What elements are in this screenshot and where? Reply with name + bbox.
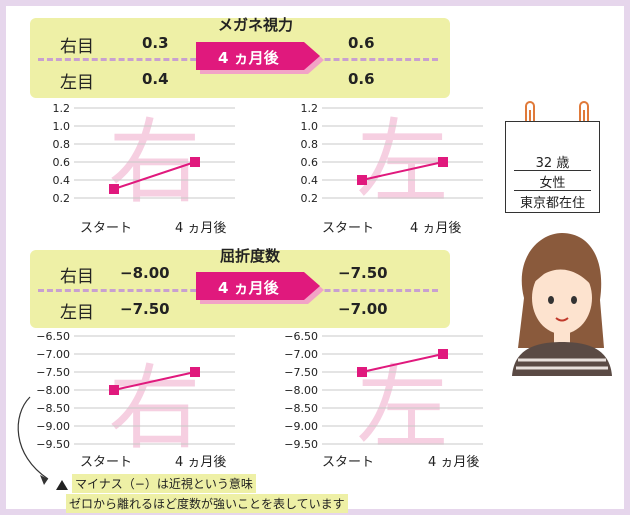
y-tick-label: −9.50 — [284, 438, 318, 451]
y-tick-label: 1.0 — [53, 120, 71, 133]
glasses-left-before: 0.4 — [142, 70, 169, 88]
y-tick-label: −6.50 — [36, 330, 70, 343]
y-tick-label: 0.2 — [53, 192, 71, 205]
chart-glasses-left-xlabel-end: 4 ヵ月後 — [410, 221, 462, 236]
chart-glasses-right-xlabel-end: 4 ヵ月後 — [175, 221, 227, 236]
note-line1: マイナス（−）は近視という意味 — [72, 474, 256, 493]
series-line — [113, 161, 196, 190]
y-tick-label: 0.8 — [301, 138, 319, 151]
glasses-right-before: 0.3 — [142, 34, 169, 52]
refraction-left-after: −7.00 — [338, 300, 388, 318]
triangle-icon — [56, 480, 68, 490]
y-tick-label: 0.6 — [53, 156, 71, 169]
profile-location: 東京都在住 — [519, 196, 585, 211]
data-point — [109, 385, 119, 395]
y-tick-label: −8.00 — [36, 384, 70, 397]
chart-refraction-left: 左 −6.50 −7.00 −7.50 −8.00 −8.50 −9.00 −9.50 — [284, 330, 483, 453]
y-tick-label: −7.50 — [36, 366, 70, 379]
y-tick-label: −7.00 — [36, 348, 70, 361]
glasses-left-after: 0.6 — [348, 70, 375, 88]
chart-glasses-left-xlabel-start: スタート — [322, 221, 375, 236]
refraction-left-before: −7.50 — [120, 300, 170, 318]
data-point — [438, 349, 448, 359]
watermark-char: 左 — [356, 355, 448, 453]
y-tick-label: 0.4 — [53, 174, 71, 187]
y-tick-label: 0.4 — [301, 174, 319, 187]
y-tick-label: −9.50 — [36, 438, 70, 451]
refraction-right-before: −8.00 — [120, 264, 170, 282]
glasses-arrow — [196, 42, 324, 74]
profile-sex: 女性 — [539, 176, 566, 191]
data-point — [190, 367, 200, 377]
series-line — [361, 161, 444, 181]
data-point — [109, 184, 119, 194]
data-point — [357, 175, 367, 185]
y-tick-label: 0.6 — [301, 156, 319, 169]
data-point — [357, 367, 367, 377]
chart-refraction-right-xlabel-end: 4 ヵ月後 — [175, 455, 227, 470]
refraction-arrow — [196, 272, 324, 304]
series-line — [361, 353, 444, 373]
y-tick-label: −7.50 — [284, 366, 318, 379]
profile-age: 32 歳 — [535, 156, 570, 171]
note-line2: ゼロから離れるほど度数が強いことを表しています — [66, 494, 348, 513]
y-tick-label: 0.8 — [53, 138, 71, 151]
chart-refraction-left-xlabel-start: スタート — [322, 455, 375, 470]
note-arrow — [17, 396, 49, 485]
chart-glasses-right-xlabel-start: スタート — [80, 221, 133, 236]
y-tick-label: 1.0 — [301, 120, 319, 133]
profile-card: 32 歳 女性 東京都在住 — [505, 121, 600, 213]
series-line — [113, 371, 196, 391]
y-tick-label: 1.2 — [53, 102, 71, 115]
watermark-char: 右 — [108, 355, 200, 453]
y-tick-label: −9.00 — [36, 420, 70, 433]
chart-glasses-left: 左1.21.00.80.60.40.2 — [301, 102, 483, 216]
y-tick-label: 0.2 — [301, 192, 319, 205]
y-tick-label: −9.00 — [284, 420, 318, 433]
chart-glasses-right: 右1.21.00.80.60.40.2 — [53, 102, 235, 216]
y-tick-label: −6.50 — [284, 330, 318, 343]
y-tick-label: −8.50 — [36, 402, 70, 415]
chart-refraction-right: 右 −6.50 −7.00 −7.50 −8.00 −8.50 −9.00 −9.50 — [36, 330, 235, 453]
refraction-right-label: 右目 — [60, 267, 94, 287]
refraction-right-after: −7.50 — [338, 264, 388, 282]
glasses-arrow-label: 4 ヵ月後 — [218, 49, 279, 67]
y-tick-label: −8.00 — [284, 384, 318, 397]
chart-refraction-left-xlabel-end: 4 ヵ月後 — [428, 455, 480, 470]
chart-refraction-right-xlabel-start: スタート — [80, 455, 133, 470]
y-tick-label: 1.2 — [301, 102, 319, 115]
woman-avatar — [512, 233, 612, 376]
refraction-arrow-label: 4 ヵ月後 — [218, 279, 279, 297]
glasses-left-label: 左目 — [60, 73, 94, 93]
glasses-title: メガネ視力 — [218, 16, 294, 34]
y-tick-label: −8.50 — [284, 402, 318, 415]
y-tick-label: −7.00 — [284, 348, 318, 361]
refraction-left-label: 左目 — [60, 303, 94, 323]
glasses-right-after: 0.6 — [348, 34, 375, 52]
refraction-title: 屈折度数 — [220, 247, 281, 265]
data-point — [438, 157, 448, 167]
data-point — [190, 157, 200, 167]
glasses-right-label: 右目 — [60, 37, 94, 57]
